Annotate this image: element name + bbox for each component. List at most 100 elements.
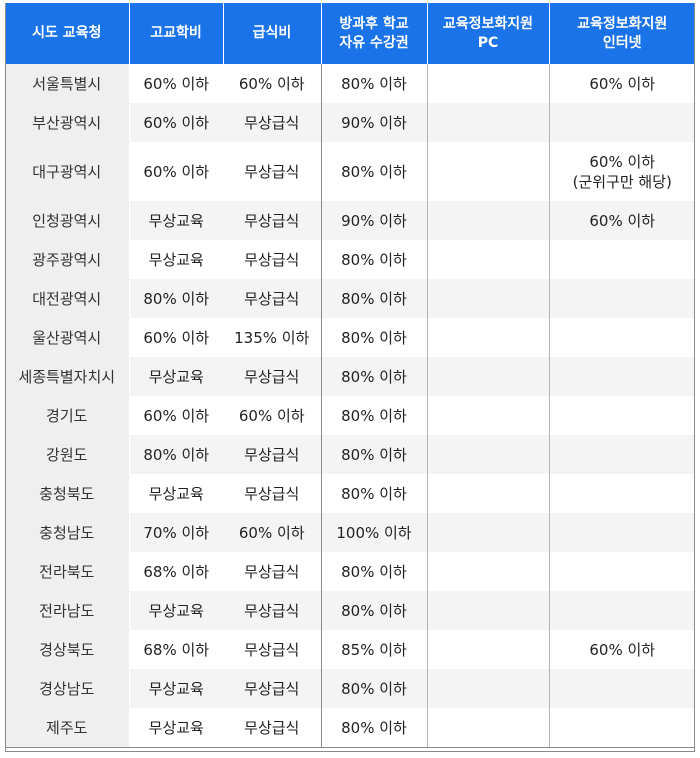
pc-support-cell <box>427 708 550 748</box>
table-row: 경상북도 68% 이하 무상급식 85% 이하 60% 이하 <box>5 630 695 669</box>
meal-cell: 무상급식 <box>223 552 322 591</box>
tuition-cell: 60% 이하 <box>143 328 210 347</box>
table-row: 인청광역시 무상교육 무상급식 90% 이하 60% 이하 <box>5 201 695 240</box>
tuition-cell: 68% 이하 <box>143 562 210 581</box>
table-row: 전라남도 무상교육 무상급식 80% 이하 <box>5 591 695 630</box>
meal-cell: 135% 이하 <box>223 318 322 357</box>
region-cell: 충청남도 <box>5 513 130 552</box>
afterschool-cell: 80% 이하 <box>321 240 428 279</box>
region-cell: 광주광역시 <box>5 240 130 279</box>
internet-support-cell <box>549 279 695 318</box>
region-cell: 강원도 <box>5 435 130 474</box>
afterschool-cell: 80% 이하 <box>321 64 428 103</box>
afterschool-cell: 90% 이하 <box>321 103 428 142</box>
column-header: 방과후 학교 자유 수강권 <box>321 3 428 64</box>
table-row: 대구광역시 60% 이하 무상급식 80% 이하 60% 이하 (군위구만 해당) <box>5 142 695 201</box>
afterschool-cell: 80% 이하 <box>321 474 428 513</box>
table-row: 강원도 80% 이하 무상급식 80% 이하 <box>5 435 695 474</box>
table-header-row: 시도 교육청 고교학비 급식비 방과후 학교 자유 수강권 교육정보화지원 PC 교육정보화지… <box>5 3 695 64</box>
tuition-cell: 60% 이하 <box>143 162 210 181</box>
table-row: 충청북도 무상교육 무상급식 80% 이하 <box>5 474 695 513</box>
table-row: 서울특별시 60% 이하 60% 이하 80% 이하 60% 이하 <box>5 64 695 103</box>
tuition-cell: 무상교육 <box>148 484 204 503</box>
internet-support-cell <box>549 435 695 474</box>
column-header: 교육정보화지원 인터넷 <box>549 3 695 64</box>
afterschool-cell: 80% 이하 <box>321 435 428 474</box>
afterschool-cell: 80% 이하 <box>321 279 428 318</box>
region-cell: 전라북도 <box>5 552 130 591</box>
region-cell: 세종특별자치시 <box>5 357 130 396</box>
tuition-cell: 70% 이하 <box>129 513 223 552</box>
pc-support-cell <box>427 279 550 318</box>
pc-support-cell <box>427 142 550 201</box>
tuition-cell: 60% 이하 <box>129 103 223 142</box>
internet-support-cell <box>549 357 695 396</box>
region-cell: 경상북도 <box>5 630 130 669</box>
afterschool-cell: 80% 이하 <box>321 669 428 708</box>
internet-support-cell <box>549 103 695 142</box>
table-row: 광주광역시 무상교육 무상급식 80% 이하 <box>5 240 695 279</box>
region-cell: 전라남도 <box>5 591 130 630</box>
pc-support-cell <box>427 474 550 513</box>
region-cell: 부산광역시 <box>5 103 130 142</box>
pc-support-cell <box>427 357 550 396</box>
internet-support-cell <box>549 513 695 552</box>
internet-support-cell <box>549 708 695 748</box>
internet-support-cell: 60% 이하 <box>589 74 656 93</box>
internet-support-cell <box>549 318 695 357</box>
region-cell: 대전광역시 <box>5 279 130 318</box>
table-row: 경기도 60% 이하 60% 이하 80% 이하 <box>5 396 695 435</box>
afterschool-cell: 80% 이하 <box>321 708 428 748</box>
table-row: 부산광역시 60% 이하 무상급식 90% 이하 <box>5 103 695 142</box>
meal-cell: 무상급식 <box>223 142 322 201</box>
meal-cell: 무상급식 <box>223 240 322 279</box>
tuition-cell: 무상교육 <box>129 591 223 630</box>
internet-support-cell <box>549 669 695 708</box>
afterschool-cell: 80% 이하 <box>321 396 428 435</box>
afterschool-cell: 80% 이하 <box>321 142 428 201</box>
column-header: 고교학비 <box>129 3 224 64</box>
meal-cell: 무상급식 <box>223 708 322 748</box>
column-header: 급식비 <box>223 3 322 64</box>
internet-support-cell <box>549 474 695 513</box>
table-row: 세종특별자치시 무상교육 무상급식 80% 이하 <box>5 357 695 396</box>
tuition-cell: 무상교육 <box>148 250 204 269</box>
region-cell: 제주도 <box>5 708 130 748</box>
pc-support-cell <box>427 240 550 279</box>
meal-cell: 60% 이하 <box>223 513 322 552</box>
afterschool-cell: 85% 이하 <box>321 630 428 669</box>
pc-support-cell <box>427 64 550 103</box>
pc-support-cell <box>427 201 550 240</box>
table-row: 울산광역시 60% 이하 135% 이하 80% 이하 <box>5 318 695 357</box>
meal-cell: 무상급식 <box>223 630 322 669</box>
region-cell: 경상남도 <box>5 669 130 708</box>
meal-cell: 60% 이하 <box>223 396 322 435</box>
table-row: 경상남도 무상교육 무상급식 80% 이하 <box>5 669 695 708</box>
pc-support-cell <box>427 552 550 591</box>
afterschool-cell: 90% 이하 <box>321 201 428 240</box>
region-cell: 인청광역시 <box>5 201 130 240</box>
internet-support-cell <box>549 240 695 279</box>
internet-support-cell <box>549 396 695 435</box>
tuition-cell: 무상교육 <box>129 357 223 396</box>
column-header: 시도 교육청 <box>5 3 130 64</box>
tuition-cell: 80% 이하 <box>129 279 223 318</box>
pc-support-cell <box>427 591 550 630</box>
afterschool-cell: 80% 이하 <box>321 552 428 591</box>
internet-support-cell <box>549 591 695 630</box>
pc-support-cell <box>427 103 550 142</box>
support-table-container: 시도 교육청 고교학비 급식비 방과후 학교 자유 수강권 교육정보화지원 PC 교육정보화지… <box>5 3 695 752</box>
pc-support-cell <box>427 396 550 435</box>
region-cell: 울산광역시 <box>5 318 130 357</box>
afterschool-cell: 80% 이하 <box>321 357 428 396</box>
tuition-cell: 68% 이하 <box>143 640 210 659</box>
internet-support-cell: 60% 이하 <box>549 201 695 240</box>
pc-support-cell <box>427 318 550 357</box>
pc-support-cell <box>427 630 550 669</box>
table-row: 제주도 무상교육 무상급식 80% 이하 <box>5 708 695 748</box>
meal-cell: 무상급식 <box>223 435 322 474</box>
meal-cell: 무상급식 <box>223 103 322 142</box>
meal-cell: 무상급식 <box>223 474 322 513</box>
region-cell: 대구광역시 <box>5 142 130 201</box>
meal-cell: 무상급식 <box>223 357 322 396</box>
